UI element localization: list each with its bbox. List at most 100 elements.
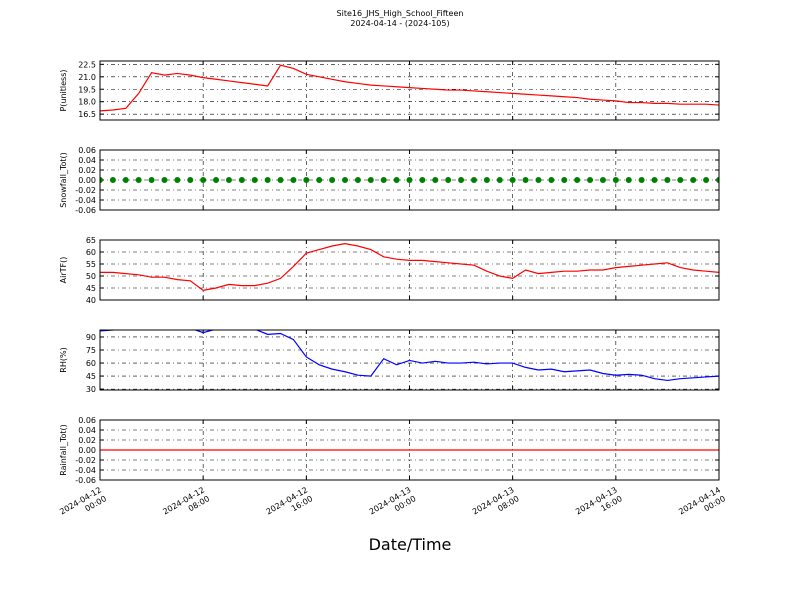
- y-axis-label: Snowfall_Tot(): [59, 152, 68, 208]
- data-point: [122, 177, 129, 183]
- data-point: [509, 177, 516, 183]
- y-tick-label: -0.04: [75, 196, 96, 205]
- subplot: -0.06-0.04-0.020.000.020.040.06 Rainfall_…: [59, 416, 720, 485]
- data-point: [638, 177, 645, 183]
- plot-frame: [99, 60, 720, 121]
- plot-frame: [99, 239, 720, 301]
- data-point: [354, 177, 361, 183]
- plot-frame: [99, 419, 720, 481]
- data-point: [251, 177, 258, 183]
- y-tick-label: 40: [86, 296, 96, 305]
- data-point: [548, 177, 555, 183]
- x-tick-label: 2024-04-1316:00: [574, 485, 624, 525]
- data-point: [329, 177, 336, 183]
- data-point: [174, 177, 181, 183]
- y-tick-label: 19.5: [78, 85, 96, 94]
- data-point: [470, 177, 477, 183]
- data-point: [303, 177, 310, 183]
- x-tick-label: 2024-04-1400:00: [677, 485, 727, 525]
- data-point: [522, 177, 529, 183]
- y-tick-label: 90: [86, 333, 96, 342]
- data-point: [625, 177, 632, 183]
- y-tick-label: 65: [86, 236, 96, 245]
- subplot: 40 45 50 55 60 65 AirTF(): [59, 236, 720, 305]
- data-point: [264, 177, 271, 183]
- y-tick-label: -0.02: [75, 186, 96, 195]
- data-point: [483, 177, 490, 183]
- y-tick-label: 45: [86, 372, 96, 381]
- y-tick-label: 0.02: [78, 436, 96, 445]
- data-line: [100, 64, 719, 112]
- y-tick-label: 22.5: [78, 60, 96, 69]
- data-point: [148, 177, 155, 183]
- subplot: 16.5 18.0 19.5 21.0 22.5 P(unitless): [59, 60, 720, 121]
- y-tick-label: 0.06: [78, 146, 96, 155]
- data-point: [535, 177, 542, 183]
- y-tick-label: 55: [86, 260, 96, 269]
- y-axis-label: AirTF(): [59, 257, 68, 284]
- data-point: [277, 177, 284, 183]
- x-axis-label: Date/Time: [369, 535, 452, 554]
- y-tick-label: 60: [86, 248, 96, 257]
- y-tick-label: 0.04: [78, 156, 96, 165]
- x-tick-label: 2024-04-1200:00: [58, 485, 108, 525]
- y-tick-label: 30: [86, 385, 96, 394]
- data-point: [458, 177, 465, 183]
- y-tick-label: 0.06: [78, 416, 96, 425]
- y-tick-label: -0.04: [75, 466, 96, 475]
- data-point: [561, 177, 568, 183]
- x-tick-label: 2024-04-1300:00: [368, 485, 418, 525]
- data-point: [342, 177, 349, 183]
- plot-frame: [99, 329, 720, 391]
- chart-title: Site16_JHS_High_School_Fifteen: [337, 9, 464, 18]
- data-point: [135, 177, 142, 183]
- data-point: [109, 177, 116, 183]
- y-tick-label: 0.00: [78, 176, 96, 185]
- data-line: [100, 242, 719, 292]
- data-point: [690, 177, 697, 183]
- data-point: [664, 177, 671, 183]
- y-axis-label: RH(%): [59, 347, 68, 372]
- data-point: [225, 177, 232, 183]
- data-point: [393, 177, 400, 183]
- y-tick-label: 16.5: [78, 110, 96, 119]
- data-point: [238, 177, 245, 183]
- y-axis-label: P(unitless): [59, 69, 68, 111]
- data-line: [100, 330, 719, 382]
- y-tick-label: 45: [86, 284, 96, 293]
- data-point: [612, 177, 619, 183]
- data-point: [100, 177, 103, 183]
- subplot: 30 45 60 75 90 RH(%): [59, 329, 720, 394]
- x-tick-label: 2024-04-1216:00: [265, 485, 315, 525]
- chart-subtitle: 2024-04-14 - (2024-105): [350, 19, 449, 28]
- y-tick-label: -0.06: [75, 476, 96, 485]
- y-tick-label: 0.00: [78, 446, 96, 455]
- data-point: [367, 177, 374, 183]
- data-point: [419, 177, 426, 183]
- data-point: [574, 177, 581, 183]
- data-point: [187, 177, 194, 183]
- data-point: [432, 177, 439, 183]
- subplot: -0.06-0.04-0.020.000.020.040.06 Snowfall_…: [59, 146, 720, 215]
- y-tick-label: -0.02: [75, 456, 96, 465]
- data-point: [406, 177, 413, 183]
- y-tick-label: 60: [86, 359, 96, 368]
- y-tick-label: -0.06: [75, 206, 96, 215]
- y-tick-label: 0.04: [78, 426, 96, 435]
- data-point: [496, 177, 503, 183]
- data-point: [587, 177, 594, 183]
- y-tick-label: 18.0: [78, 98, 96, 107]
- x-tick-label: 2024-04-1208:00: [161, 485, 211, 525]
- plot-frame: [99, 149, 720, 211]
- x-tick-label: 2024-04-1308:00: [471, 485, 521, 525]
- data-point: [380, 177, 387, 183]
- y-axis-label: Rainfall_Tot(): [59, 424, 68, 476]
- data-point: [290, 177, 297, 183]
- data-point: [703, 177, 710, 183]
- data-point: [200, 177, 207, 183]
- data-point: [651, 177, 658, 183]
- y-tick-label: 50: [86, 272, 96, 281]
- data-point: [161, 177, 168, 183]
